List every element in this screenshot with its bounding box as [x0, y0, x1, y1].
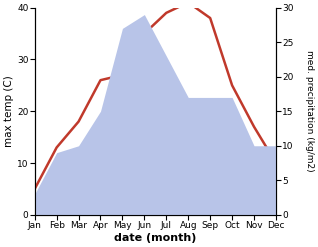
Y-axis label: max temp (C): max temp (C): [4, 75, 14, 147]
Y-axis label: med. precipitation (kg/m2): med. precipitation (kg/m2): [305, 50, 314, 172]
X-axis label: date (month): date (month): [114, 233, 197, 243]
